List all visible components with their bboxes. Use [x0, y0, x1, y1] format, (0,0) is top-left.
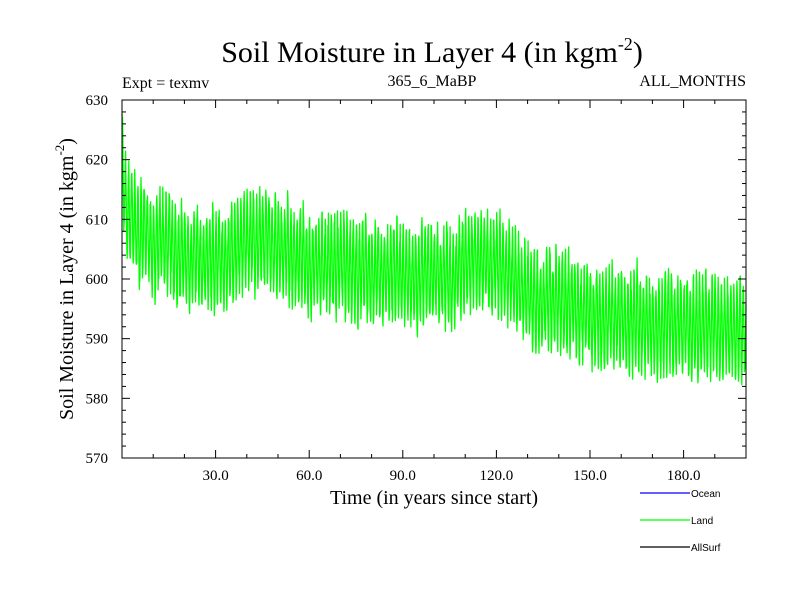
x-tick-label: 60.0: [296, 468, 322, 484]
axis-ticks: 30.0 60.0 90.0 120.0 150.0 180.0 570 580 590 600 6…: [86, 93, 746, 484]
y-tick-label: 580: [86, 391, 109, 407]
subtitle-period: 365_6_MaBP: [388, 73, 477, 90]
subtitle-experiment: Expt = texmv: [122, 75, 209, 92]
x-tick-label: 120.0: [480, 468, 514, 484]
y-tick-label: 590: [86, 332, 109, 348]
x-tick-label: 180.0: [667, 468, 701, 484]
x-tick-label: 150.0: [573, 468, 607, 484]
series-line-land: [121, 113, 747, 386]
y-tick-label: 610: [86, 212, 109, 228]
x-tick-label: 30.0: [202, 468, 228, 484]
y-axis-label: Soil Moisture in Layer 4 (in kgm-2): [52, 138, 78, 420]
legend: Ocean Land AllSurf: [640, 489, 721, 554]
y-tick-label: 630: [86, 93, 109, 109]
legend-item-allsurf: AllSurf: [640, 543, 721, 554]
x-axis-label: Time (in years since start): [330, 487, 538, 509]
legend-item-ocean: Ocean: [640, 489, 720, 500]
subtitle-months: ALL_MONTHS: [639, 73, 746, 90]
legend-label-ocean: Ocean: [691, 489, 720, 500]
y-tick-label: 570: [86, 451, 109, 467]
chart-title: Soil Moisture in Layer 4 (in kgm-2): [221, 34, 643, 69]
legend-item-land: Land: [640, 516, 713, 527]
y-tick-label: 600: [86, 272, 109, 288]
legend-label-allsurf: AllSurf: [691, 543, 721, 554]
series-group: [121, 113, 747, 386]
y-tick-label: 620: [86, 153, 109, 169]
x-tick-label: 90.0: [390, 468, 416, 484]
legend-label-land: Land: [691, 516, 713, 527]
